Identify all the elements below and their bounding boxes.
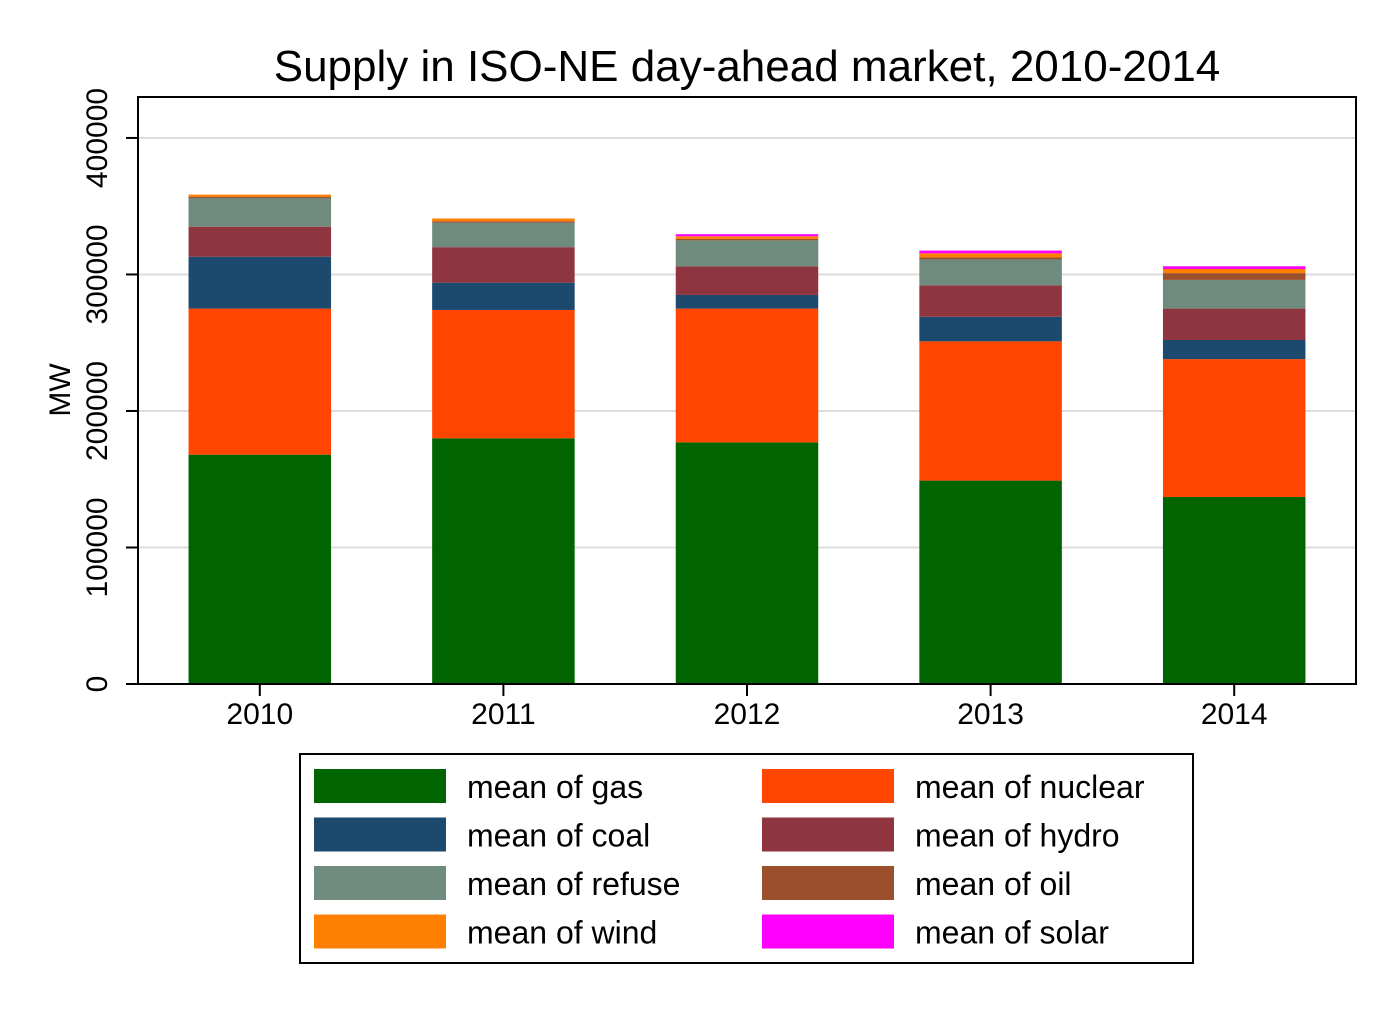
y-tick-label: 200000: [81, 361, 114, 461]
bar-stack-2014: [1162, 266, 1306, 684]
bar-segment-mean-of-hydro: [432, 247, 575, 283]
bar-segment-mean-of-coal: [675, 294, 819, 309]
x-tick-label: 2014: [1201, 698, 1268, 731]
legend-swatch: [762, 817, 894, 852]
legend-swatch: [762, 866, 894, 900]
bars: [188, 194, 1306, 684]
x-tick-label: 2013: [957, 698, 1024, 731]
bar-segment-mean-of-wind: [1162, 269, 1306, 274]
y-axis: 0 100000 200000 300000 400000: [81, 88, 138, 692]
bar-segment-mean-of-gas: [188, 454, 332, 684]
bar-segment-mean-of-wind: [675, 236, 819, 239]
legend-label: mean of wind: [467, 915, 657, 951]
bar-segment-mean-of-nuclear: [188, 308, 332, 455]
bar-segment-mean-of-wind: [432, 218, 575, 222]
legend-label: mean of coal: [467, 818, 650, 854]
bar-segment-mean-of-hydro: [188, 226, 332, 257]
bar-segment-mean-of-coal: [188, 256, 332, 309]
y-axis-label: MW: [44, 363, 77, 417]
bar-segment-mean-of-gas: [432, 438, 575, 684]
legend-label: mean of gas: [467, 769, 643, 805]
bar-segment-mean-of-gas: [675, 442, 819, 684]
x-tick-label: 2011: [471, 698, 536, 731]
bar-segment-mean-of-refuse: [919, 259, 1062, 286]
x-tick-label: 2010: [226, 698, 293, 731]
legend-swatch: [314, 866, 446, 900]
legend-label: mean of solar: [915, 915, 1109, 951]
y-tick-label: 300000: [81, 224, 114, 324]
bar-segment-mean-of-refuse: [1162, 279, 1306, 309]
bar-segment-mean-of-oil: [675, 238, 819, 241]
bar-segment-mean-of-wind: [919, 253, 1062, 258]
bar-segment-mean-of-hydro: [919, 285, 1062, 317]
chart-title: Supply in ISO-NE day-ahead market, 2010-…: [274, 42, 1221, 91]
bar-segment-mean-of-refuse: [675, 240, 819, 267]
bar-segment-mean-of-solar: [919, 250, 1062, 254]
bar-segment-mean-of-oil: [1162, 273, 1306, 280]
bar-stack-2011: [432, 218, 575, 684]
legend-label: mean of nuclear: [915, 769, 1145, 805]
legend-label: mean of oil: [915, 866, 1072, 902]
y-tick-label: 400000: [81, 88, 114, 188]
bar-segment-mean-of-wind: [188, 194, 332, 197]
bar-segment-mean-of-oil: [919, 257, 1062, 260]
bar-segment-mean-of-hydro: [1162, 308, 1306, 340]
bar-segment-mean-of-nuclear: [1162, 359, 1306, 497]
bar-segment-mean-of-nuclear: [675, 308, 819, 443]
y-tick-label: 100000: [81, 497, 114, 597]
bar-stack-2012: [675, 234, 819, 684]
bar-segment-mean-of-hydro: [675, 266, 819, 295]
legend-swatch: [762, 914, 894, 949]
legend-label: mean of refuse: [467, 866, 680, 902]
bar-segment-mean-of-coal: [432, 282, 575, 310]
bar-segment-mean-of-coal: [919, 316, 1062, 342]
legend-frame: [299, 753, 1194, 964]
legend-swatch: [314, 769, 446, 803]
bar-segment-mean-of-gas: [919, 480, 1062, 684]
bar-segment-mean-of-nuclear: [919, 341, 1062, 481]
bar-segment-mean-of-coal: [1162, 339, 1306, 360]
legend-swatch: [314, 914, 446, 949]
bar-stack-2013: [919, 250, 1062, 684]
bar-segment-mean-of-refuse: [432, 222, 575, 248]
bar-segment-mean-of-solar: [675, 234, 819, 237]
bar-segment-mean-of-gas: [1162, 496, 1306, 684]
bar-segment-mean-of-solar: [1162, 266, 1306, 270]
bar-stack-2010: [188, 194, 332, 684]
bar-segment-mean-of-oil: [188, 196, 332, 199]
legend-swatch: [314, 817, 446, 852]
bar-segment-mean-of-nuclear: [432, 309, 575, 439]
legend-label: mean of hydro: [915, 818, 1120, 854]
y-tick-label: 0: [81, 676, 114, 693]
bar-segment-mean-of-oil: [432, 221, 575, 223]
x-axis: 2010 2011 2012 2013 2014: [226, 684, 1268, 731]
bar-segment-mean-of-refuse: [188, 198, 332, 227]
legend: mean of gas mean of nuclear mean of coal me…: [299, 753, 1194, 964]
legend-swatch: [762, 769, 894, 803]
x-tick-label: 2012: [714, 698, 781, 731]
